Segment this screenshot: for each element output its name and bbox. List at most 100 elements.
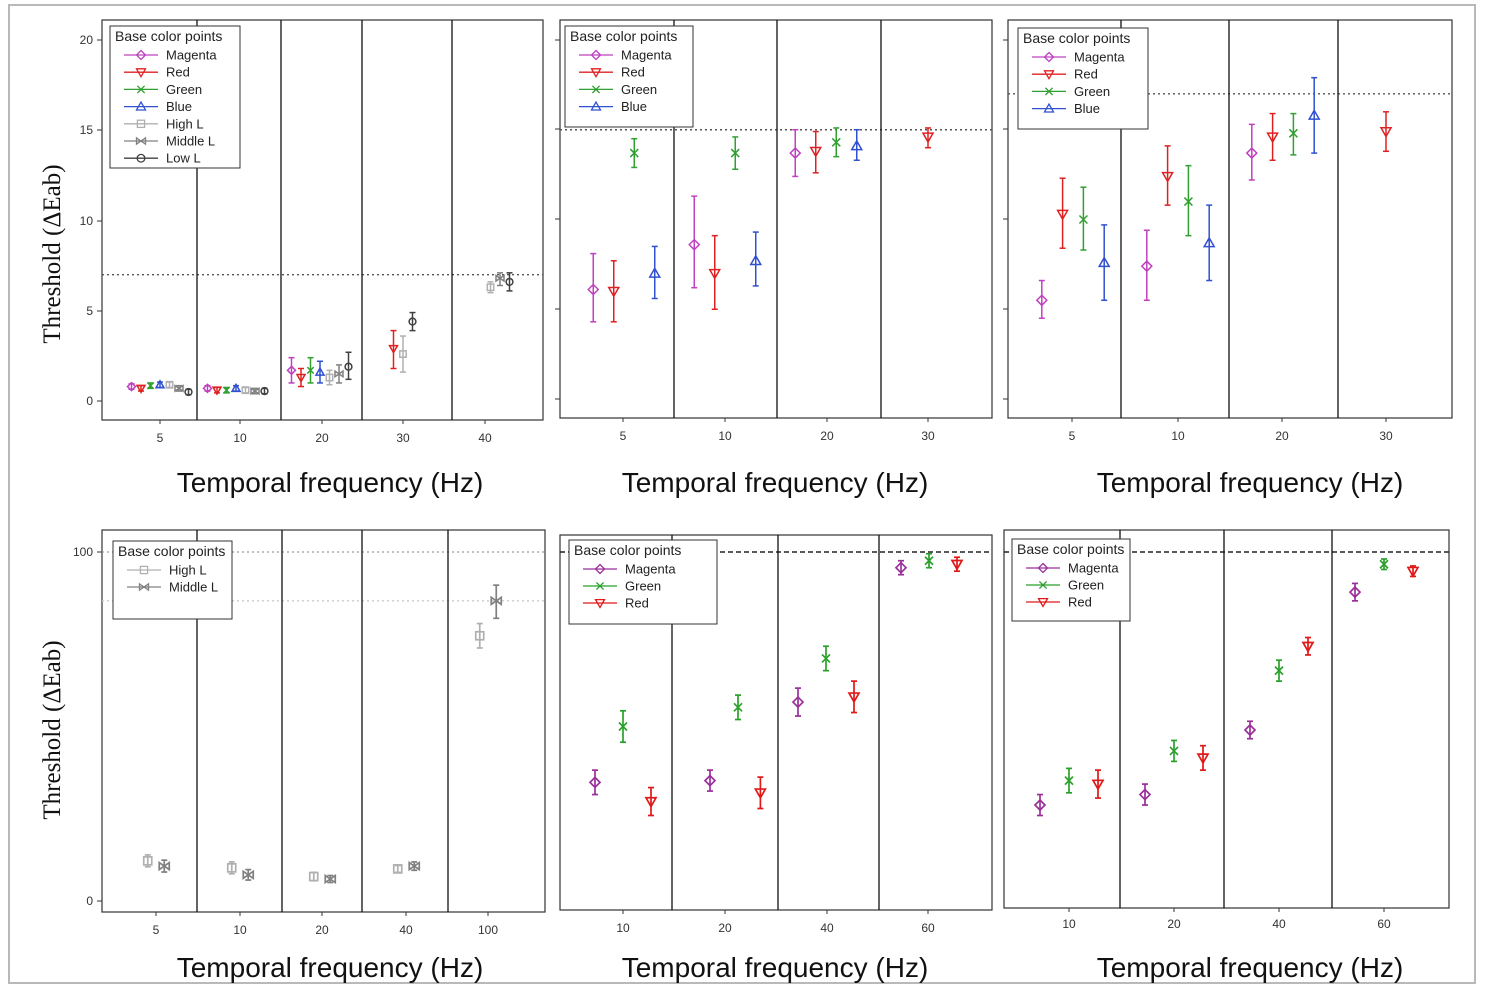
x-axis-title: Temporal frequency (Hz)	[622, 467, 929, 498]
data-point-red	[950, 556, 964, 573]
x-tick-label: 20	[315, 431, 329, 445]
legend-title: Base color points	[115, 28, 222, 44]
data-point-middle-l	[334, 364, 344, 384]
legend-label: Green	[1074, 84, 1110, 99]
legend-entry-red: Red	[579, 65, 645, 80]
legend-label: Middle L	[169, 580, 218, 595]
data-point-magenta	[1138, 783, 1152, 806]
data-point-green	[1379, 558, 1389, 571]
legend-entry-red: Red	[124, 65, 190, 80]
marker-x-stroke	[1078, 214, 1088, 225]
data-point-low-l	[184, 387, 193, 397]
data-point-middle-l	[250, 386, 260, 396]
legend-title: Base color points	[574, 542, 681, 558]
data-point-magenta	[894, 559, 908, 576]
marker-diamond	[703, 774, 717, 787]
marker-x	[595, 581, 605, 591]
data-point-blue	[749, 231, 763, 287]
legend-entry-green: Green	[583, 579, 661, 594]
marker-bowtie	[158, 860, 171, 872]
data-point-magenta	[1243, 720, 1257, 740]
legend-box	[1017, 27, 1149, 130]
marker-x	[1183, 197, 1193, 207]
marker-square	[325, 373, 334, 382]
marker-x	[591, 85, 601, 94]
x-tick-label: 60	[1377, 917, 1391, 931]
marker-diamond	[594, 563, 606, 575]
data-point-low-l	[408, 311, 417, 332]
marker-diamond	[791, 695, 805, 709]
legend-title: Base color points	[570, 28, 677, 44]
y-tick-label: 100	[73, 545, 93, 559]
marker-triangle-down	[1037, 597, 1049, 608]
marker-square	[142, 856, 153, 866]
y-tick-label: 20	[80, 33, 94, 47]
x-axis-title: Temporal frequency (Hz)	[177, 467, 484, 498]
legend: Base color points High L Middle L	[112, 540, 233, 620]
data-point-magenta	[1348, 582, 1362, 602]
data-point-blue	[230, 382, 242, 393]
x-tick-label: 20	[718, 921, 732, 935]
legend-entry-red: Red	[1026, 595, 1092, 610]
marker-x	[306, 366, 315, 375]
marker-x	[1379, 559, 1389, 569]
panel-top-right: 5 10 20 30 Temporal frequency (Hz) Base color…	[1003, 19, 1453, 498]
marker-x-stroke	[136, 85, 146, 94]
legend-label: Middle L	[166, 134, 215, 149]
data-point-red	[809, 130, 823, 174]
data-point-blue	[648, 245, 662, 300]
y-tick-label: 0	[86, 394, 93, 408]
data-point-middle-l	[495, 272, 505, 287]
data-point-red	[1056, 177, 1069, 249]
legend-label: Magenta	[1074, 50, 1125, 65]
marker-x	[1078, 214, 1088, 225]
data-point-green	[733, 694, 743, 721]
data-point-high-l	[399, 335, 407, 373]
marker-bowtie	[490, 595, 503, 606]
marker-diamond	[1245, 147, 1258, 160]
legend-label: High L	[169, 563, 207, 578]
marker-bowtie	[495, 274, 505, 283]
data-point-red	[644, 786, 658, 817]
data-point-high-l	[241, 386, 250, 395]
marker-triangle-up	[154, 379, 166, 389]
legend-entry-green: Green	[124, 82, 202, 97]
marker-triangle-down	[594, 598, 606, 609]
data-point-magenta	[703, 769, 717, 792]
data-point-magenta	[1035, 279, 1048, 319]
x-tick-label: 100	[478, 923, 498, 937]
marker-x-stroke	[618, 721, 628, 732]
marker-triangle-up	[850, 139, 864, 151]
legend-label: Blue	[1074, 101, 1100, 116]
marker-x-stroke	[1064, 775, 1074, 786]
marker-square	[136, 119, 146, 129]
marker-square	[165, 380, 174, 389]
x-tick-label: 10	[616, 921, 630, 935]
legend-label: Red	[1074, 67, 1098, 82]
data-point-low-l	[505, 272, 514, 292]
marker-square	[399, 350, 407, 359]
marker-triangle-down	[921, 132, 935, 144]
marker-x-stroke	[222, 386, 231, 394]
marker-x	[222, 386, 231, 394]
marker-x-stroke	[1183, 197, 1193, 207]
data-point-low-l	[260, 386, 269, 396]
marker-x	[136, 85, 146, 94]
data-point-magenta	[588, 769, 602, 796]
x-tick-label: 5	[153, 923, 160, 937]
marker-triangle-up	[648, 266, 662, 278]
marker-triangle-up	[749, 254, 763, 266]
marker-triangle-down	[1266, 132, 1279, 144]
legend-label: Green	[625, 579, 661, 594]
marker-diamond	[688, 238, 701, 251]
marker-x	[1038, 580, 1048, 590]
marker-triangle-down	[1091, 779, 1105, 791]
marker-triangle-down	[809, 146, 823, 158]
marker-x-stroke	[821, 653, 831, 664]
marker-diamond	[1140, 260, 1153, 273]
marker-diamond	[126, 381, 137, 392]
marker-x	[821, 653, 831, 664]
data-point-red	[1161, 145, 1174, 206]
marker-bowtie	[334, 369, 344, 379]
